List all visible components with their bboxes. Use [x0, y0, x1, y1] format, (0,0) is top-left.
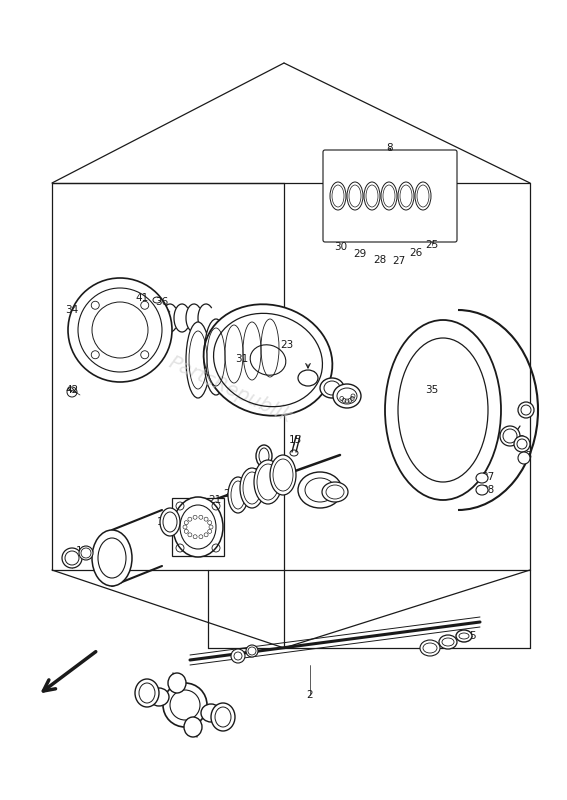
Ellipse shape — [381, 182, 397, 210]
Ellipse shape — [228, 477, 248, 513]
Text: 32: 32 — [321, 380, 335, 390]
Ellipse shape — [204, 319, 228, 395]
Ellipse shape — [149, 688, 169, 706]
Ellipse shape — [476, 485, 488, 495]
Text: 30: 30 — [335, 242, 348, 252]
Ellipse shape — [518, 452, 530, 464]
Text: 20: 20 — [329, 489, 342, 499]
Text: 22: 22 — [223, 489, 236, 499]
Text: 1: 1 — [172, 713, 178, 723]
Text: 23: 23 — [280, 340, 294, 350]
Ellipse shape — [62, 548, 82, 568]
Text: 31: 31 — [235, 354, 248, 364]
Text: 35: 35 — [425, 385, 439, 395]
Ellipse shape — [456, 630, 472, 642]
Ellipse shape — [222, 316, 246, 392]
Ellipse shape — [420, 640, 440, 656]
Text: 26: 26 — [409, 248, 422, 258]
Text: 12: 12 — [156, 517, 170, 527]
Ellipse shape — [240, 468, 264, 508]
Ellipse shape — [204, 304, 332, 416]
Ellipse shape — [320, 378, 344, 398]
Ellipse shape — [322, 482, 348, 502]
Ellipse shape — [168, 673, 186, 693]
Ellipse shape — [79, 546, 93, 560]
Text: 15: 15 — [289, 435, 302, 445]
Ellipse shape — [184, 717, 202, 737]
Text: 5: 5 — [469, 631, 475, 641]
Ellipse shape — [92, 530, 132, 586]
Ellipse shape — [270, 455, 296, 495]
Text: 25: 25 — [425, 240, 439, 250]
Ellipse shape — [211, 703, 235, 731]
Ellipse shape — [173, 497, 223, 557]
Ellipse shape — [398, 182, 414, 210]
Text: 36: 36 — [155, 297, 168, 307]
Text: 8: 8 — [387, 143, 393, 153]
Ellipse shape — [330, 182, 346, 210]
Text: 2: 2 — [307, 690, 314, 700]
Text: 9: 9 — [107, 553, 113, 563]
Text: 39: 39 — [513, 435, 526, 445]
Ellipse shape — [186, 322, 210, 398]
Text: 18: 18 — [268, 463, 282, 473]
Text: 27: 27 — [392, 256, 405, 266]
Text: 34: 34 — [65, 305, 79, 315]
Ellipse shape — [298, 370, 318, 386]
Ellipse shape — [514, 436, 530, 452]
Ellipse shape — [201, 704, 221, 722]
Text: 21: 21 — [209, 495, 222, 505]
Text: 40: 40 — [501, 428, 514, 438]
Ellipse shape — [68, 278, 172, 382]
FancyBboxPatch shape — [323, 150, 457, 242]
Ellipse shape — [415, 182, 431, 210]
Text: 14: 14 — [257, 450, 270, 460]
Text: 19: 19 — [247, 468, 260, 478]
Text: 33: 33 — [333, 389, 346, 399]
Ellipse shape — [298, 472, 342, 508]
Text: 6: 6 — [235, 650, 242, 660]
Ellipse shape — [246, 645, 258, 657]
Text: 13: 13 — [171, 515, 185, 525]
Text: 43: 43 — [519, 451, 532, 461]
Ellipse shape — [231, 649, 245, 663]
Ellipse shape — [254, 460, 282, 504]
Ellipse shape — [256, 445, 272, 467]
Text: 11: 11 — [192, 523, 205, 533]
Ellipse shape — [500, 426, 520, 446]
Text: 38: 38 — [481, 485, 494, 495]
Text: 7: 7 — [249, 646, 255, 656]
Text: 28: 28 — [374, 255, 387, 265]
Text: 41: 41 — [136, 293, 149, 303]
Ellipse shape — [385, 320, 501, 500]
Ellipse shape — [135, 679, 159, 707]
Ellipse shape — [518, 402, 534, 418]
Ellipse shape — [163, 683, 207, 727]
Text: 37: 37 — [481, 472, 494, 482]
Text: PartsRepublik: PartsRepublik — [165, 353, 295, 427]
Ellipse shape — [240, 313, 264, 389]
Text: 42: 42 — [65, 385, 79, 395]
Text: 10: 10 — [319, 484, 332, 494]
Ellipse shape — [160, 508, 180, 536]
Ellipse shape — [347, 182, 363, 210]
Text: 3: 3 — [427, 645, 433, 655]
Ellipse shape — [476, 473, 488, 483]
Text: 4: 4 — [447, 639, 453, 649]
Ellipse shape — [364, 182, 380, 210]
Ellipse shape — [258, 310, 282, 386]
Text: 29: 29 — [353, 249, 367, 259]
Text: 24: 24 — [303, 371, 316, 381]
Text: 16: 16 — [61, 553, 75, 563]
Ellipse shape — [333, 384, 361, 408]
Polygon shape — [172, 498, 224, 556]
Ellipse shape — [439, 635, 457, 649]
Text: 17: 17 — [75, 546, 88, 556]
